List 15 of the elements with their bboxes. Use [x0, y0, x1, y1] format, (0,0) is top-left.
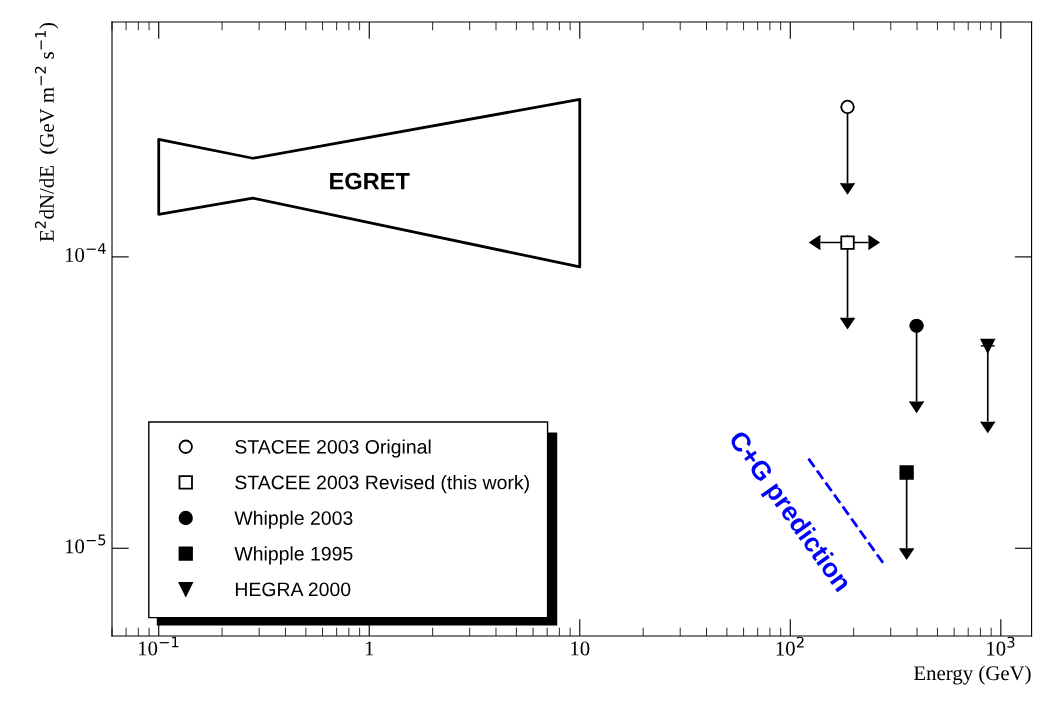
- x-tick-label: 10$^{−1}$: [138, 636, 179, 656]
- legend-label: STACEE 2003 Original: [235, 439, 431, 458]
- x-tick-label: 10: [571, 641, 590, 656]
- y-axis-title: E$^{2}$dN/dE (GeV m$^{−2}$ s$^{−1}$): [34, 23, 59, 242]
- y-tick-label: 10$^{−5}$: [65, 534, 106, 554]
- legend-label: STACEE 2003 Revised (this work): [235, 475, 529, 494]
- legend-label: HEGRA 2000: [235, 582, 351, 597]
- x-tick-label: 1: [365, 641, 374, 656]
- legend-label: Whipple 1995: [234, 546, 353, 565]
- x-axis-title: Energy (GeV): [913, 665, 1031, 685]
- y-tick-label: 10$^{−4}$: [65, 243, 106, 262]
- legend-label: EGRET: [330, 172, 410, 190]
- x-tick-label: 10$^{3}$: [987, 636, 1015, 656]
- legend-label: Whipple 2003: [234, 510, 353, 529]
- x-tick-label: 10$^{2}$: [776, 636, 804, 656]
